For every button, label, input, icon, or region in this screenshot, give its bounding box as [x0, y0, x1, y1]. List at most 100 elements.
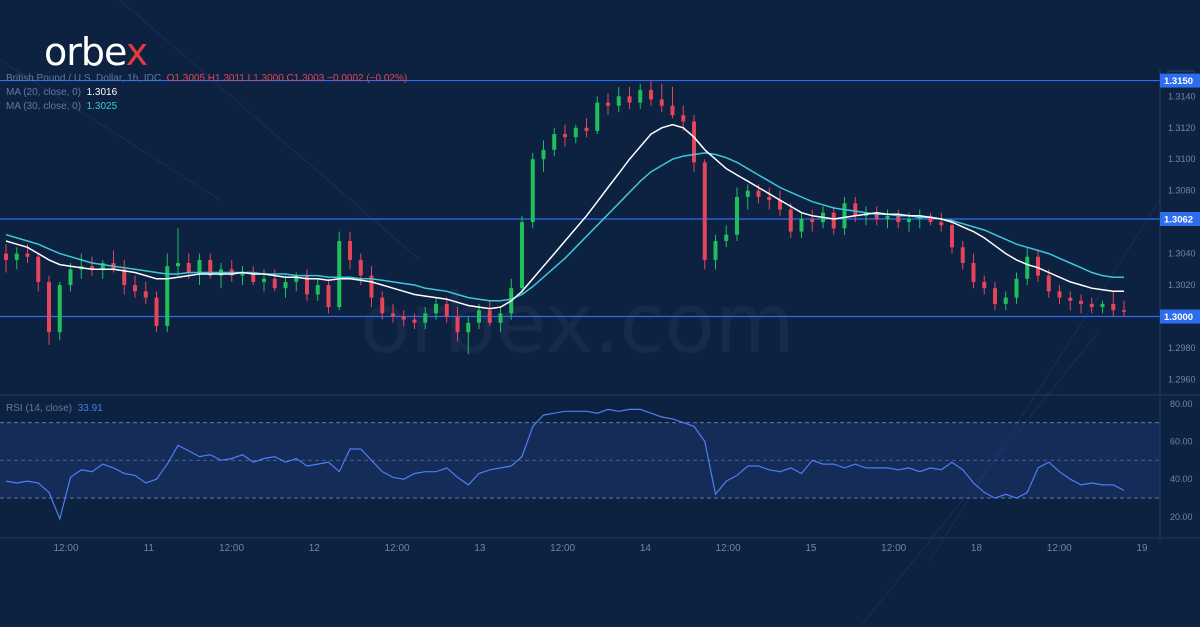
candle-body: [1025, 256, 1030, 279]
candle-body: [305, 275, 309, 295]
ma-30-label: MA (30, close, 0): [6, 101, 82, 112]
candle-body: [477, 310, 481, 323]
candle-body: [487, 310, 492, 323]
time-axis: 12:00 11 12:00 12 12:00 13 12:00 14 12:00 15 12:00…: [0, 537, 1200, 554]
level-price-label: 1.3000: [1164, 312, 1193, 323]
diagonal-3: [859, 329, 1101, 627]
rsi-value: 33.91: [77, 403, 103, 414]
time-tick-label: 18: [971, 543, 983, 554]
candle-body: [154, 297, 159, 326]
candle-body: [1111, 303, 1116, 311]
candle-body: [1089, 303, 1094, 308]
rsi-tick-label: 60.00: [1170, 436, 1193, 446]
candle-body: [100, 263, 105, 270]
candle-body: [165, 266, 170, 326]
candle-body: [391, 313, 395, 317]
time-tick-label: 12:00: [219, 543, 244, 554]
candle-body: [982, 281, 987, 289]
ma-20-legend: MA (20, close, 0) 1.3016: [6, 87, 117, 98]
price-axis: USD1.29601.29801.30201.30401.30601.30801…: [1159, 68, 1200, 540]
candle-body: [584, 127, 589, 131]
candle-body: [294, 275, 299, 282]
instrument-name: British Pound / U.S. Dollar, 1h, IDC: [6, 73, 162, 84]
candle-body: [68, 269, 73, 286]
candle-body: [337, 241, 342, 308]
candle-body: [240, 272, 245, 276]
candle-body: [466, 322, 471, 333]
candle-body: [810, 218, 815, 223]
candle-body: [853, 203, 858, 216]
candle-body: [444, 303, 449, 317]
candle-body: [907, 218, 911, 223]
candle-body: [133, 285, 137, 292]
level-price-badge: [1160, 309, 1200, 324]
candle-body: [735, 196, 739, 235]
candle-body: [186, 263, 191, 273]
candle-body: [25, 253, 30, 257]
rsi-line: [5, 408, 1125, 521]
ma-20-label: MA (20, close, 0): [6, 87, 82, 98]
ma-30-legend: MA (30, close, 0) 1.3025: [6, 101, 117, 112]
candle-body: [47, 281, 51, 333]
candle-body: [896, 215, 901, 223]
ma-30-value: 1.3025: [86, 101, 118, 112]
rsi-legend: RSI (14, close) 33.91: [6, 403, 103, 414]
candle-body: [380, 297, 385, 314]
time-tick-label: 12:00: [385, 543, 410, 554]
price-tick-label: 1.3100: [1168, 154, 1196, 164]
candle-body: [960, 247, 965, 264]
candle-body: [197, 259, 202, 273]
support-resistance-levels: [0, 79, 1160, 318]
candle-body: [90, 266, 94, 270]
candle-body: [659, 99, 664, 106]
candle-body: [498, 313, 503, 323]
candle-body: [1122, 310, 1126, 312]
candle-body: [36, 256, 41, 282]
candle-body: [993, 288, 997, 304]
rsi-axis: 20.00 40.00 60.00 80.00: [1170, 399, 1193, 522]
candle-body: [573, 127, 578, 138]
ohlc-values: O1.3005 H1.3011 L1.3000 C1.3003 −0.0002 …: [166, 73, 408, 84]
time-tick-label: 12:00: [1047, 543, 1072, 554]
candle-body: [616, 96, 621, 106]
candle-body: [874, 212, 879, 219]
candle-body: [434, 303, 438, 314]
candle-body: [326, 285, 331, 308]
candle-body: [455, 316, 460, 333]
candle-body: [885, 215, 890, 219]
candle-body: [713, 241, 718, 260]
time-tick-label: 11: [144, 543, 155, 554]
orbex-logo: orbex: [44, 30, 148, 74]
candle-body: [928, 215, 933, 223]
candle-body: [1014, 278, 1019, 298]
candle-body: [842, 203, 847, 229]
candle-body: [1003, 297, 1008, 304]
candle-body: [122, 269, 127, 286]
candle-body: [369, 275, 374, 298]
candle-body: [1046, 275, 1051, 292]
price-tick-label: 1.3080: [1168, 186, 1196, 196]
candle-body: [208, 259, 213, 276]
rsi-band-fill: [0, 422, 1160, 499]
candle-body: [788, 209, 793, 232]
candle-body: [552, 134, 557, 150]
candle-body: [1036, 256, 1040, 276]
price-tick-label: 1.3040: [1168, 249, 1196, 259]
time-tick-label: 12:00: [716, 543, 741, 554]
moving-averages: [5, 123, 1124, 310]
candle-body: [423, 313, 428, 323]
candle-body: [767, 196, 772, 201]
candle-body: [272, 278, 277, 289]
time-tick-label: 12:00: [53, 543, 78, 554]
ma-20-value: 1.3016: [86, 87, 118, 98]
svg-text:orbex.com: orbex.com: [360, 277, 795, 372]
rsi-tick-label: 20.00: [1170, 512, 1193, 522]
candle-body: [1079, 300, 1083, 304]
candle-body: [315, 285, 320, 295]
ma-20-line: [5, 123, 1124, 310]
candle-body: [1100, 303, 1105, 308]
candle-body: [756, 190, 761, 197]
candle-body: [283, 281, 288, 289]
